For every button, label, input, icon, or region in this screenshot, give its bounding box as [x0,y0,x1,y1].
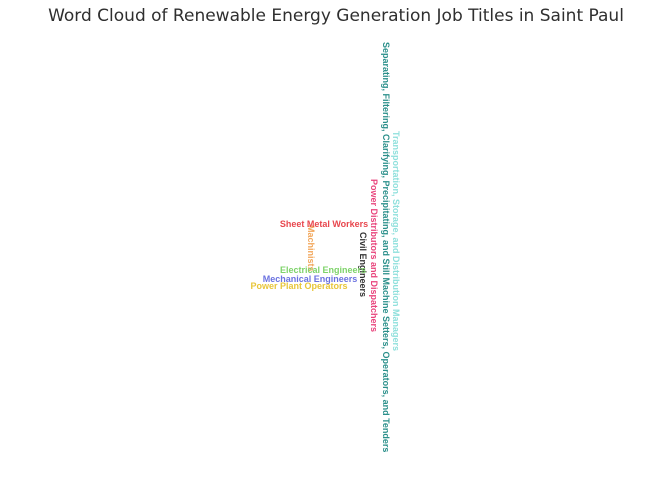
word-7: Mechanical Engineers [263,274,358,284]
chart-title: Word Cloud of Renewable Energy Generatio… [48,6,624,26]
word-3: Civil Engineers [358,232,368,297]
word-5: Sheet Metal Workers [280,219,368,229]
word-6: Electrical Engineers [280,265,366,275]
word-4: Machinists [306,225,316,272]
word-1: Transportation, Storage, and Distributio… [391,131,401,351]
word-8: Power Plant Operators [250,281,347,291]
word-2: Power Distributors and Dispatchers [369,179,379,332]
word-0: Separating, Filtering, Clarifying, Preci… [381,42,391,452]
